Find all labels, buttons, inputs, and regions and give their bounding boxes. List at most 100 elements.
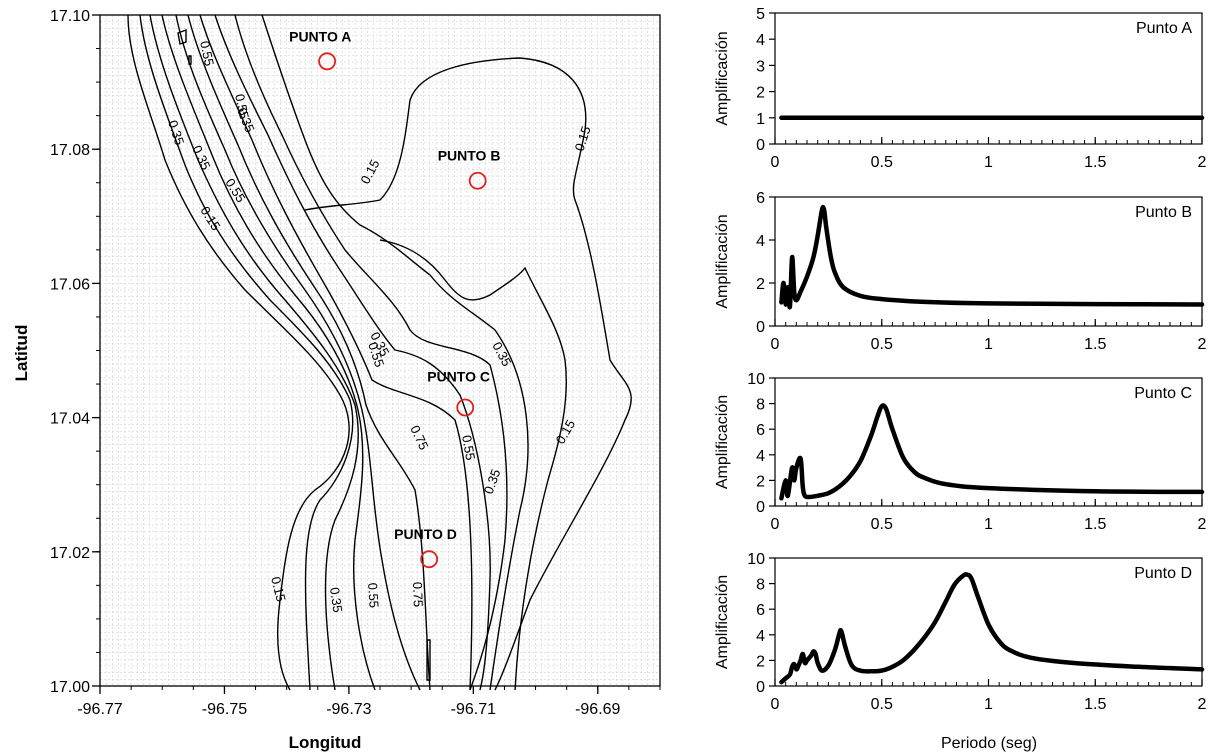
contour-line [175,14,421,691]
panel-x-tick-label: 1.5 [1084,696,1106,713]
point-marker [456,398,475,417]
panel-y-tick-label: 10 [747,371,765,388]
panel-y-tick-label: 4 [756,628,765,645]
map-x-tick-label: -96.75 [202,701,247,718]
panel-y-axis-title: Amplificación [714,395,731,489]
panel-x-tick-label: 0 [771,336,780,353]
panel-y-tick-label: 6 [756,602,765,619]
panel-y-tick-label: 1 [756,111,765,128]
panel-punto-d: 0 0.5 1 1.5 2 0 2 4 6 8 10 Amplificación Punto D [714,551,1207,713]
panel-x-tick-label: 0 [771,696,780,713]
contour-label: 0.35 [189,143,213,172]
contour-line [127,14,350,691]
panel-x-tick-label: 0 [771,516,780,533]
panel-x-tick-label: 0 [771,154,780,171]
panel-y-tick-label: 2 [756,473,765,490]
contour-lines [127,14,632,691]
contour-label: 0.15 [197,204,223,233]
panel-title: Punto D [1134,565,1192,582]
panel-y-axis-title: Amplificación [714,575,731,669]
panel-title: Punto B [1135,204,1192,221]
map-x-tick-label: -96.69 [575,701,620,718]
series-line [779,403,1205,501]
contour-label: 0.55 [365,582,382,608]
contour-label: 0.75 [410,582,426,608]
map-y-tick-label: 17.08 [50,142,90,159]
contour-label: 0.55 [232,93,252,121]
map-x-tick-label: -96.77 [77,701,122,718]
point-label: PUNTO A [289,28,351,44]
contour-label: 0.15 [268,575,289,603]
contour-label: 0.35 [165,118,187,147]
map-y-tick-label: 17.00 [50,679,90,696]
panel-x-tick-label: 1.5 [1084,516,1106,533]
panel-x-tick-label: 2 [1198,336,1207,353]
panel-y-tick-label: 3 [756,58,765,75]
panel-y-tick-label: 6 [756,422,765,439]
map-x-tick-label: -96.73 [326,701,371,718]
map-y-tick-label: 17.10 [50,8,90,25]
panel-y-tick-label: 2 [756,276,765,293]
panel-x-axis-title: Periodo (seg) [941,735,1037,752]
contour-map: 0.55 0.55 0.35 0.35 0.35 0.55 0.15 0.15 … [12,8,661,752]
contour-line [149,14,359,691]
contour-line [304,57,632,691]
panel-title: Punto C [1134,385,1192,402]
point-label: PUNTO C [427,369,490,385]
panel-y-tick-label: 4 [756,32,765,49]
panel-y-tick-label: 0 [756,499,765,516]
point-marker [420,550,439,569]
panel-x-tick-label: 1 [984,154,993,171]
contour-label: 0.55 [197,40,217,68]
panel-x-tick-label: 2 [1198,696,1207,713]
panel-y-axis-title: Amplificación [714,31,731,125]
contour-line [177,28,187,45]
contour-label: 0.15 [553,417,579,446]
panel-x-tick-label: 2 [1198,154,1207,171]
contour-line [188,55,192,65]
panel-x-tick-label: 1 [984,516,993,533]
map-axes: -96.77 -96.75 -96.73 -96.71 -96.69 17.00 17.02… [50,8,661,718]
panel-punto-a: 0 0.5 1 1.5 2 0 1 2 3 4 5 Amplificación Punto A [714,6,1207,171]
panel-y-tick-label: 8 [756,397,765,414]
contour-line [379,239,568,691]
map-points: PUNTO A PUNTO B PUNTO C PUNTO D [289,28,501,569]
contour-label: 0.15 [357,157,382,186]
panel-y-tick-label: 6 [756,190,765,207]
panel-y-axis-title: Amplificación [714,214,731,308]
panel-punto-b: 0 0.5 1 1.5 2 0 2 4 6 Amplificación Punto B [714,190,1207,353]
contour-label: 0.55 [365,340,387,369]
point-label: PUNTO D [394,526,457,542]
contour-label: 0.35 [327,586,345,613]
contour-line [187,14,431,691]
point-marker [468,171,487,190]
panel-title: Punto A [1136,20,1192,37]
panel-x-tick-label: 1.5 [1084,154,1106,171]
map-y-tick-label: 17.06 [50,276,90,293]
map-y-axis-title: Latitud [12,325,31,382]
contour-line [261,14,529,691]
panel-y-tick-label: 4 [756,448,765,465]
panel-punto-c: 0 0.5 1 1.5 2 0 2 4 6 8 10 Amplificación Punto C [714,371,1207,533]
panel-x-tick-label: 0.5 [871,154,893,171]
panel-y-tick-label: 0 [756,319,765,336]
panel-y-tick-label: 2 [756,653,765,670]
point-label: PUNTO B [438,148,501,164]
map-y-tick-label: 17.02 [50,545,90,562]
panel-y-tick-label: 5 [756,6,765,23]
contour-line [426,639,431,681]
contour-line [199,14,473,691]
panel-x-tick-label: 1.5 [1084,336,1106,353]
panel-x-tick-label: 0.5 [871,696,893,713]
panel-x-tick-label: 0.5 [871,516,893,533]
panel-x-tick-label: 1 [984,696,993,713]
series-line [779,572,1205,685]
contour-line [214,14,491,691]
series-line [779,204,1205,310]
panel-x-tick-label: 2 [1198,516,1207,533]
panel-y-tick-label: 0 [756,137,765,154]
contour-line [139,14,354,691]
panel-y-tick-label: 10 [747,551,765,568]
panel-x-tick-label: 0.5 [871,336,893,353]
